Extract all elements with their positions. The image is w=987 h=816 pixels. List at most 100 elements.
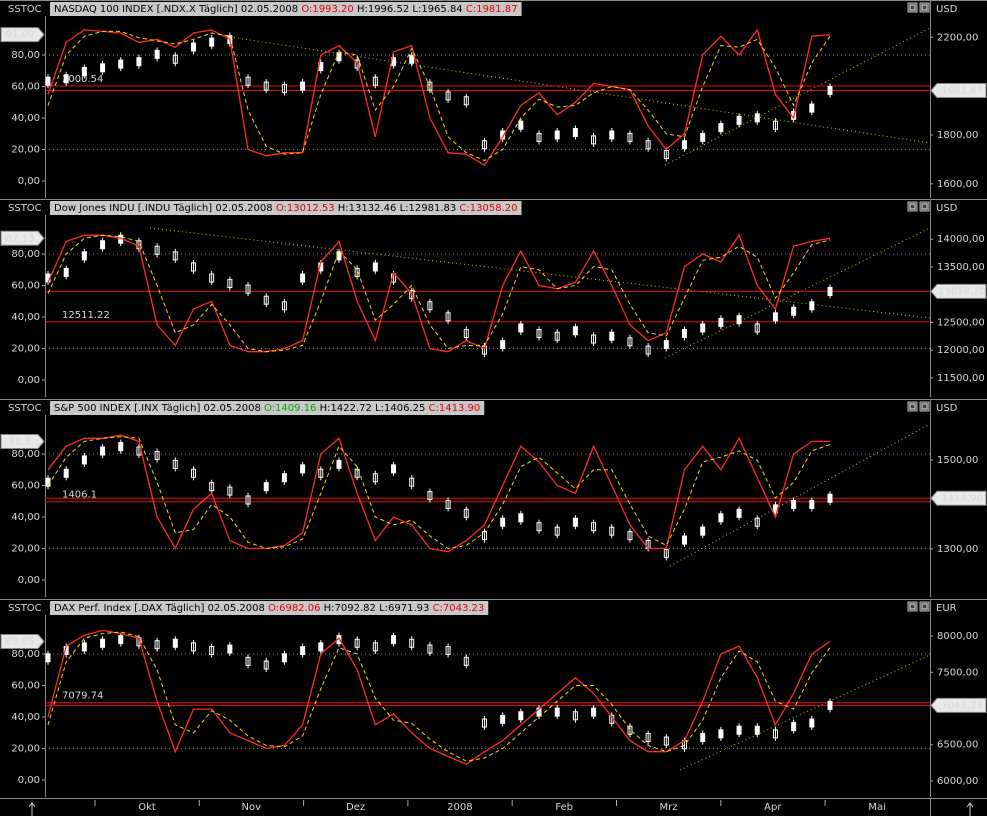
header-box [50, 601, 489, 615]
indicator-value: 87,13 [6, 233, 35, 244]
indicator-name: SSTOC [8, 603, 42, 614]
y-tick-label: 60,00 [11, 82, 40, 93]
time-tick-label: Apr [764, 802, 782, 813]
y2-tick-label: 7500,00 [937, 667, 978, 678]
quote-field: H:1422.72 [320, 403, 372, 414]
time-tick-label: Okt [138, 802, 156, 813]
time-tick-label: Nov [242, 802, 262, 813]
window-button [919, 201, 930, 212]
quote-field: C:1413.90 [429, 403, 481, 414]
quote-date: 02.05.2008 [241, 4, 298, 15]
quote-field: O:13012.53 [276, 203, 335, 214]
instrument-title: S&P 500 INDEX [.INX Täglich] [54, 403, 200, 414]
indicator-value: 88,5 [9, 436, 31, 447]
y-tick-label: 0,00 [18, 575, 40, 586]
quote-field: O:6982.06 [268, 603, 320, 614]
y-tick-label: 80,00 [11, 50, 40, 61]
panel: SSTOC USD S&P 500 INDEX [.INX Täglich] 02.… [0, 399, 987, 597]
stochastic-line [47, 234, 831, 353]
indicator-name: SSTOC [8, 203, 42, 214]
trend-line [149, 227, 931, 319]
y2-tick-label: 12500,00 [937, 317, 985, 328]
instrument-title: Dow Jones INDU [.INDU Täglich] [54, 203, 212, 214]
window-button-icon [921, 403, 928, 410]
panel: SSTOC EUR DAX Perf. Index [.DAX Täglich] 0… [0, 599, 987, 797]
last-price-box [930, 490, 987, 506]
window-button [919, 601, 930, 612]
quote-field: L:1406.25 [375, 403, 425, 414]
y-tick-label: 80,00 [11, 249, 40, 260]
currency: USD [936, 203, 958, 214]
scroll-arrow [966, 802, 974, 816]
time-tick-label: 2008 [447, 802, 472, 813]
indicator-value-box [0, 433, 45, 449]
y-tick-label: 0,00 [18, 375, 40, 386]
y-tick-label: 80,00 [11, 449, 40, 460]
y2-tick-label: 14000,00 [937, 234, 985, 245]
y2-tick-label: 1500,00 [937, 455, 978, 466]
window-button-icon [909, 603, 916, 610]
level-label: 7079.74 [62, 691, 103, 702]
indicator-value-box [0, 27, 45, 43]
y2-tick-label: 1600,00 [937, 179, 978, 190]
y2-tick-label: 8000,00 [937, 631, 978, 642]
last-price-label: 13058,20 [938, 286, 986, 297]
last-price-label: 7043,23 [941, 700, 982, 711]
window-button [919, 401, 930, 412]
window-button-icon [909, 403, 916, 410]
last-price-box [930, 697, 987, 713]
stochastic-line [47, 434, 830, 553]
last-price-box [930, 283, 987, 299]
quote-field: L:6971.93 [379, 603, 429, 614]
quote-field: C:7043.23 [433, 603, 485, 614]
y-tick-label: 20,00 [11, 145, 40, 156]
y2-tick-label: 1800,00 [937, 130, 978, 141]
panel: SSTOC USD NASDAQ 100 INDEX [.NDX.X Täglich… [0, 0, 987, 198]
window-button-icon [921, 203, 928, 210]
stochastic-line [47, 233, 831, 353]
window-button [907, 201, 918, 212]
indicator-value: 89,85 [6, 636, 35, 647]
last-price-label: 1981,87 [941, 86, 982, 97]
currency: EUR [936, 603, 957, 614]
header-box [50, 401, 485, 415]
window-button [907, 2, 918, 13]
stochastic-line [47, 631, 831, 762]
y-tick-label: 0,00 [18, 775, 40, 786]
y-tick-label: 40,00 [11, 712, 40, 723]
time-tick-label: Dez [346, 802, 365, 813]
level-label: 1406.1 [62, 490, 97, 501]
y2-tick-label: 13500,00 [937, 262, 985, 273]
y2-tick-label: 2200,00 [937, 32, 978, 43]
header: Dow Jones INDU [.INDU Täglich] 02.05.200… [54, 203, 518, 214]
instrument-title: NASDAQ 100 INDEX [.NDX.X Täglich] [54, 4, 238, 15]
quote-field: C:1981.87 [466, 4, 518, 15]
indicator-name: SSTOC [8, 4, 42, 15]
quote-field: H:1996.52 [357, 4, 409, 15]
y-tick-label: 20,00 [11, 544, 40, 555]
quote-field: H:7092.82 [324, 603, 376, 614]
quote-date: 02.05.2008 [208, 603, 265, 614]
quote-date: 02.05.2008 [215, 203, 272, 214]
window-button-icon [909, 4, 916, 11]
trend-line [669, 423, 931, 567]
quote-field: H:13132.46 [338, 203, 397, 214]
header-box [50, 201, 522, 215]
y2-tick-label: 11500,00 [937, 373, 985, 384]
y-tick-label: 60,00 [11, 681, 40, 692]
indicator-value-box [0, 230, 45, 246]
stochastic-line [47, 436, 831, 550]
time-tick-label: Mai [868, 802, 886, 813]
scroll-arrow [28, 802, 36, 816]
trend-line [664, 27, 931, 166]
y-tick-label: 20,00 [11, 744, 40, 755]
currency: USD [936, 4, 958, 15]
y-tick-label: 40,00 [11, 113, 40, 124]
quote-field: L:1965.84 [412, 4, 462, 15]
y-tick-label: 60,00 [11, 281, 40, 292]
y-tick-label: 40,00 [11, 312, 40, 323]
y2-tick-label: 1300,00 [937, 544, 978, 555]
window-button-icon [909, 203, 916, 210]
panel: SSTOC USD Dow Jones INDU [.INDU Täglich] 0… [0, 199, 987, 397]
